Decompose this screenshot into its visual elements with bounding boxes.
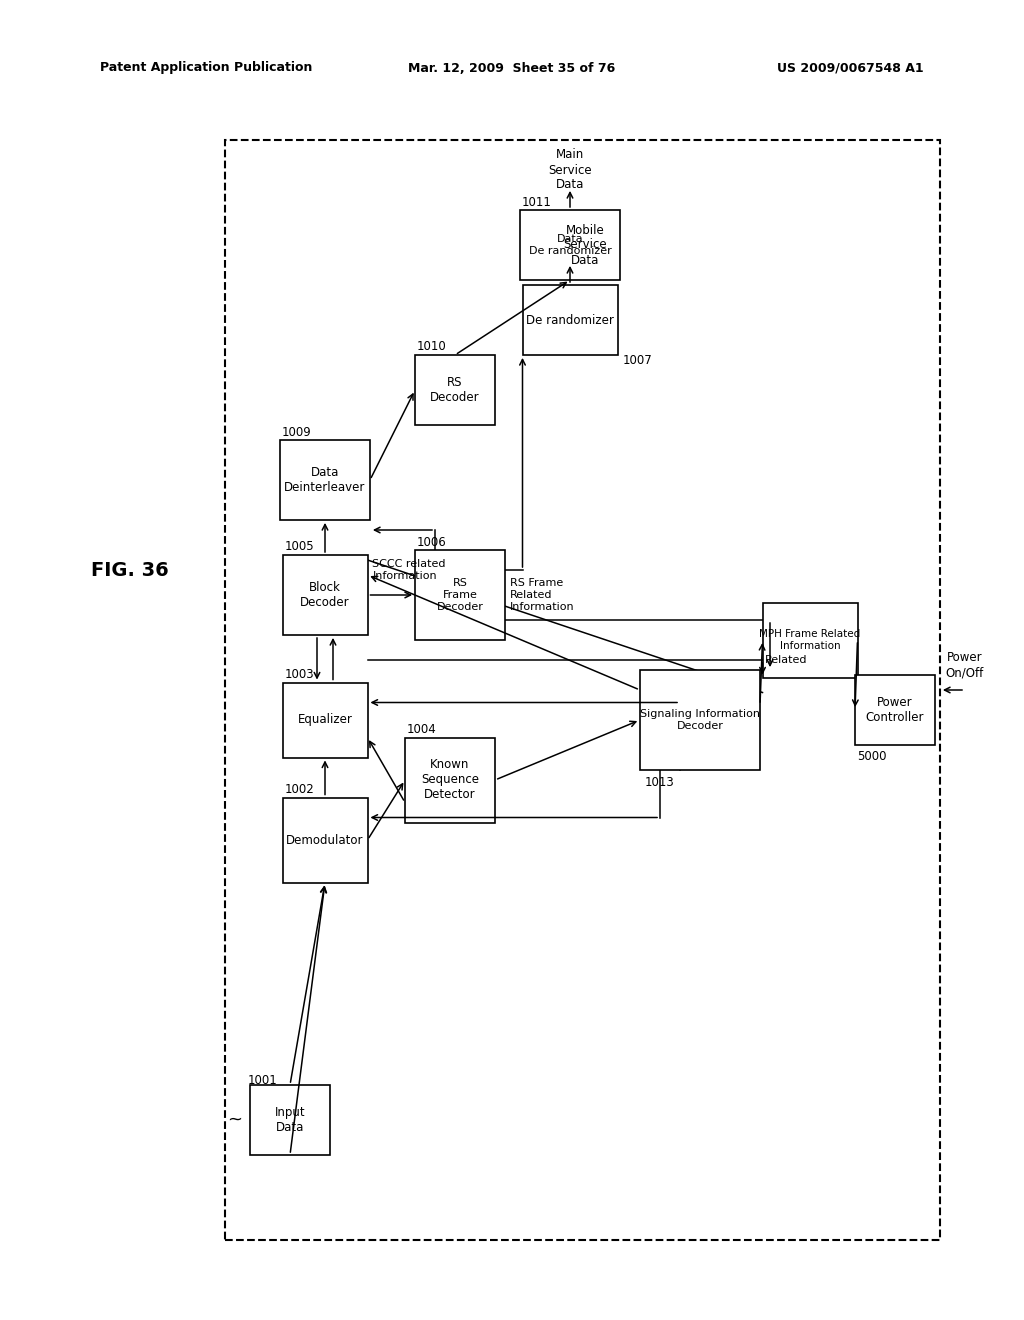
Text: Known
Sequence
Detector: Known Sequence Detector: [421, 759, 479, 801]
Bar: [406, 738, 495, 822]
Text: Power
Controller: Power Controller: [865, 696, 925, 723]
Text: Demodulator: Demodulator: [287, 833, 364, 846]
Text: Main
Service
Data: Main Service Data: [548, 149, 592, 191]
Bar: [250, 1085, 330, 1155]
Text: Mar. 12, 2009  Sheet 35 of 76: Mar. 12, 2009 Sheet 35 of 76: [409, 62, 615, 74]
Text: 1010: 1010: [417, 341, 446, 354]
Bar: [415, 355, 495, 425]
Bar: [763, 602, 857, 677]
Text: RS
Frame
Decoder: RS Frame Decoder: [436, 578, 483, 611]
Text: Signaling Information
Decoder: Signaling Information Decoder: [640, 709, 760, 731]
Bar: [280, 440, 370, 520]
Text: Patent Application Publication: Patent Application Publication: [100, 62, 312, 74]
Text: 1002: 1002: [285, 783, 314, 796]
Text: 1004: 1004: [407, 723, 437, 737]
Bar: [415, 550, 505, 640]
Text: SCCC related
Information: SCCC related Information: [373, 560, 446, 581]
Text: 1011: 1011: [522, 195, 552, 209]
Bar: [283, 797, 368, 883]
Text: Data
Deinterleaver: Data Deinterleaver: [285, 466, 366, 494]
Text: 1003: 1003: [285, 668, 314, 681]
Text: FIG. 36: FIG. 36: [91, 561, 169, 579]
Text: MPH Frame Related
Information: MPH Frame Related Information: [760, 630, 860, 651]
Text: Input
Data: Input Data: [274, 1106, 305, 1134]
Text: Data
De randomizer: Data De randomizer: [528, 234, 611, 256]
Text: Power
On/Off: Power On/Off: [946, 651, 984, 678]
Text: 1005: 1005: [285, 540, 314, 553]
Text: Mobile
Service
Data: Mobile Service Data: [563, 223, 607, 267]
Text: De randomizer: De randomizer: [526, 314, 614, 326]
Text: US 2009/0067548 A1: US 2009/0067548 A1: [777, 62, 924, 74]
Text: Block
Decoder: Block Decoder: [300, 581, 350, 609]
Text: 1006: 1006: [417, 536, 446, 549]
Text: 1001: 1001: [248, 1073, 278, 1086]
Text: Related: Related: [765, 655, 808, 665]
Text: 1007: 1007: [623, 354, 652, 367]
Bar: [520, 210, 620, 280]
Bar: [855, 675, 935, 744]
Text: 1009: 1009: [282, 425, 311, 438]
Bar: [640, 671, 760, 770]
Text: RS Frame
Related
Information: RS Frame Related Information: [510, 578, 574, 611]
Text: 5000: 5000: [857, 751, 887, 763]
Text: Equalizer: Equalizer: [298, 714, 352, 726]
Text: 1013: 1013: [645, 776, 675, 788]
Bar: [225, 140, 940, 1239]
Text: ~: ~: [227, 1111, 243, 1129]
Bar: [283, 554, 368, 635]
Text: RS
Decoder: RS Decoder: [430, 376, 480, 404]
Bar: [522, 285, 617, 355]
Bar: [283, 682, 368, 758]
